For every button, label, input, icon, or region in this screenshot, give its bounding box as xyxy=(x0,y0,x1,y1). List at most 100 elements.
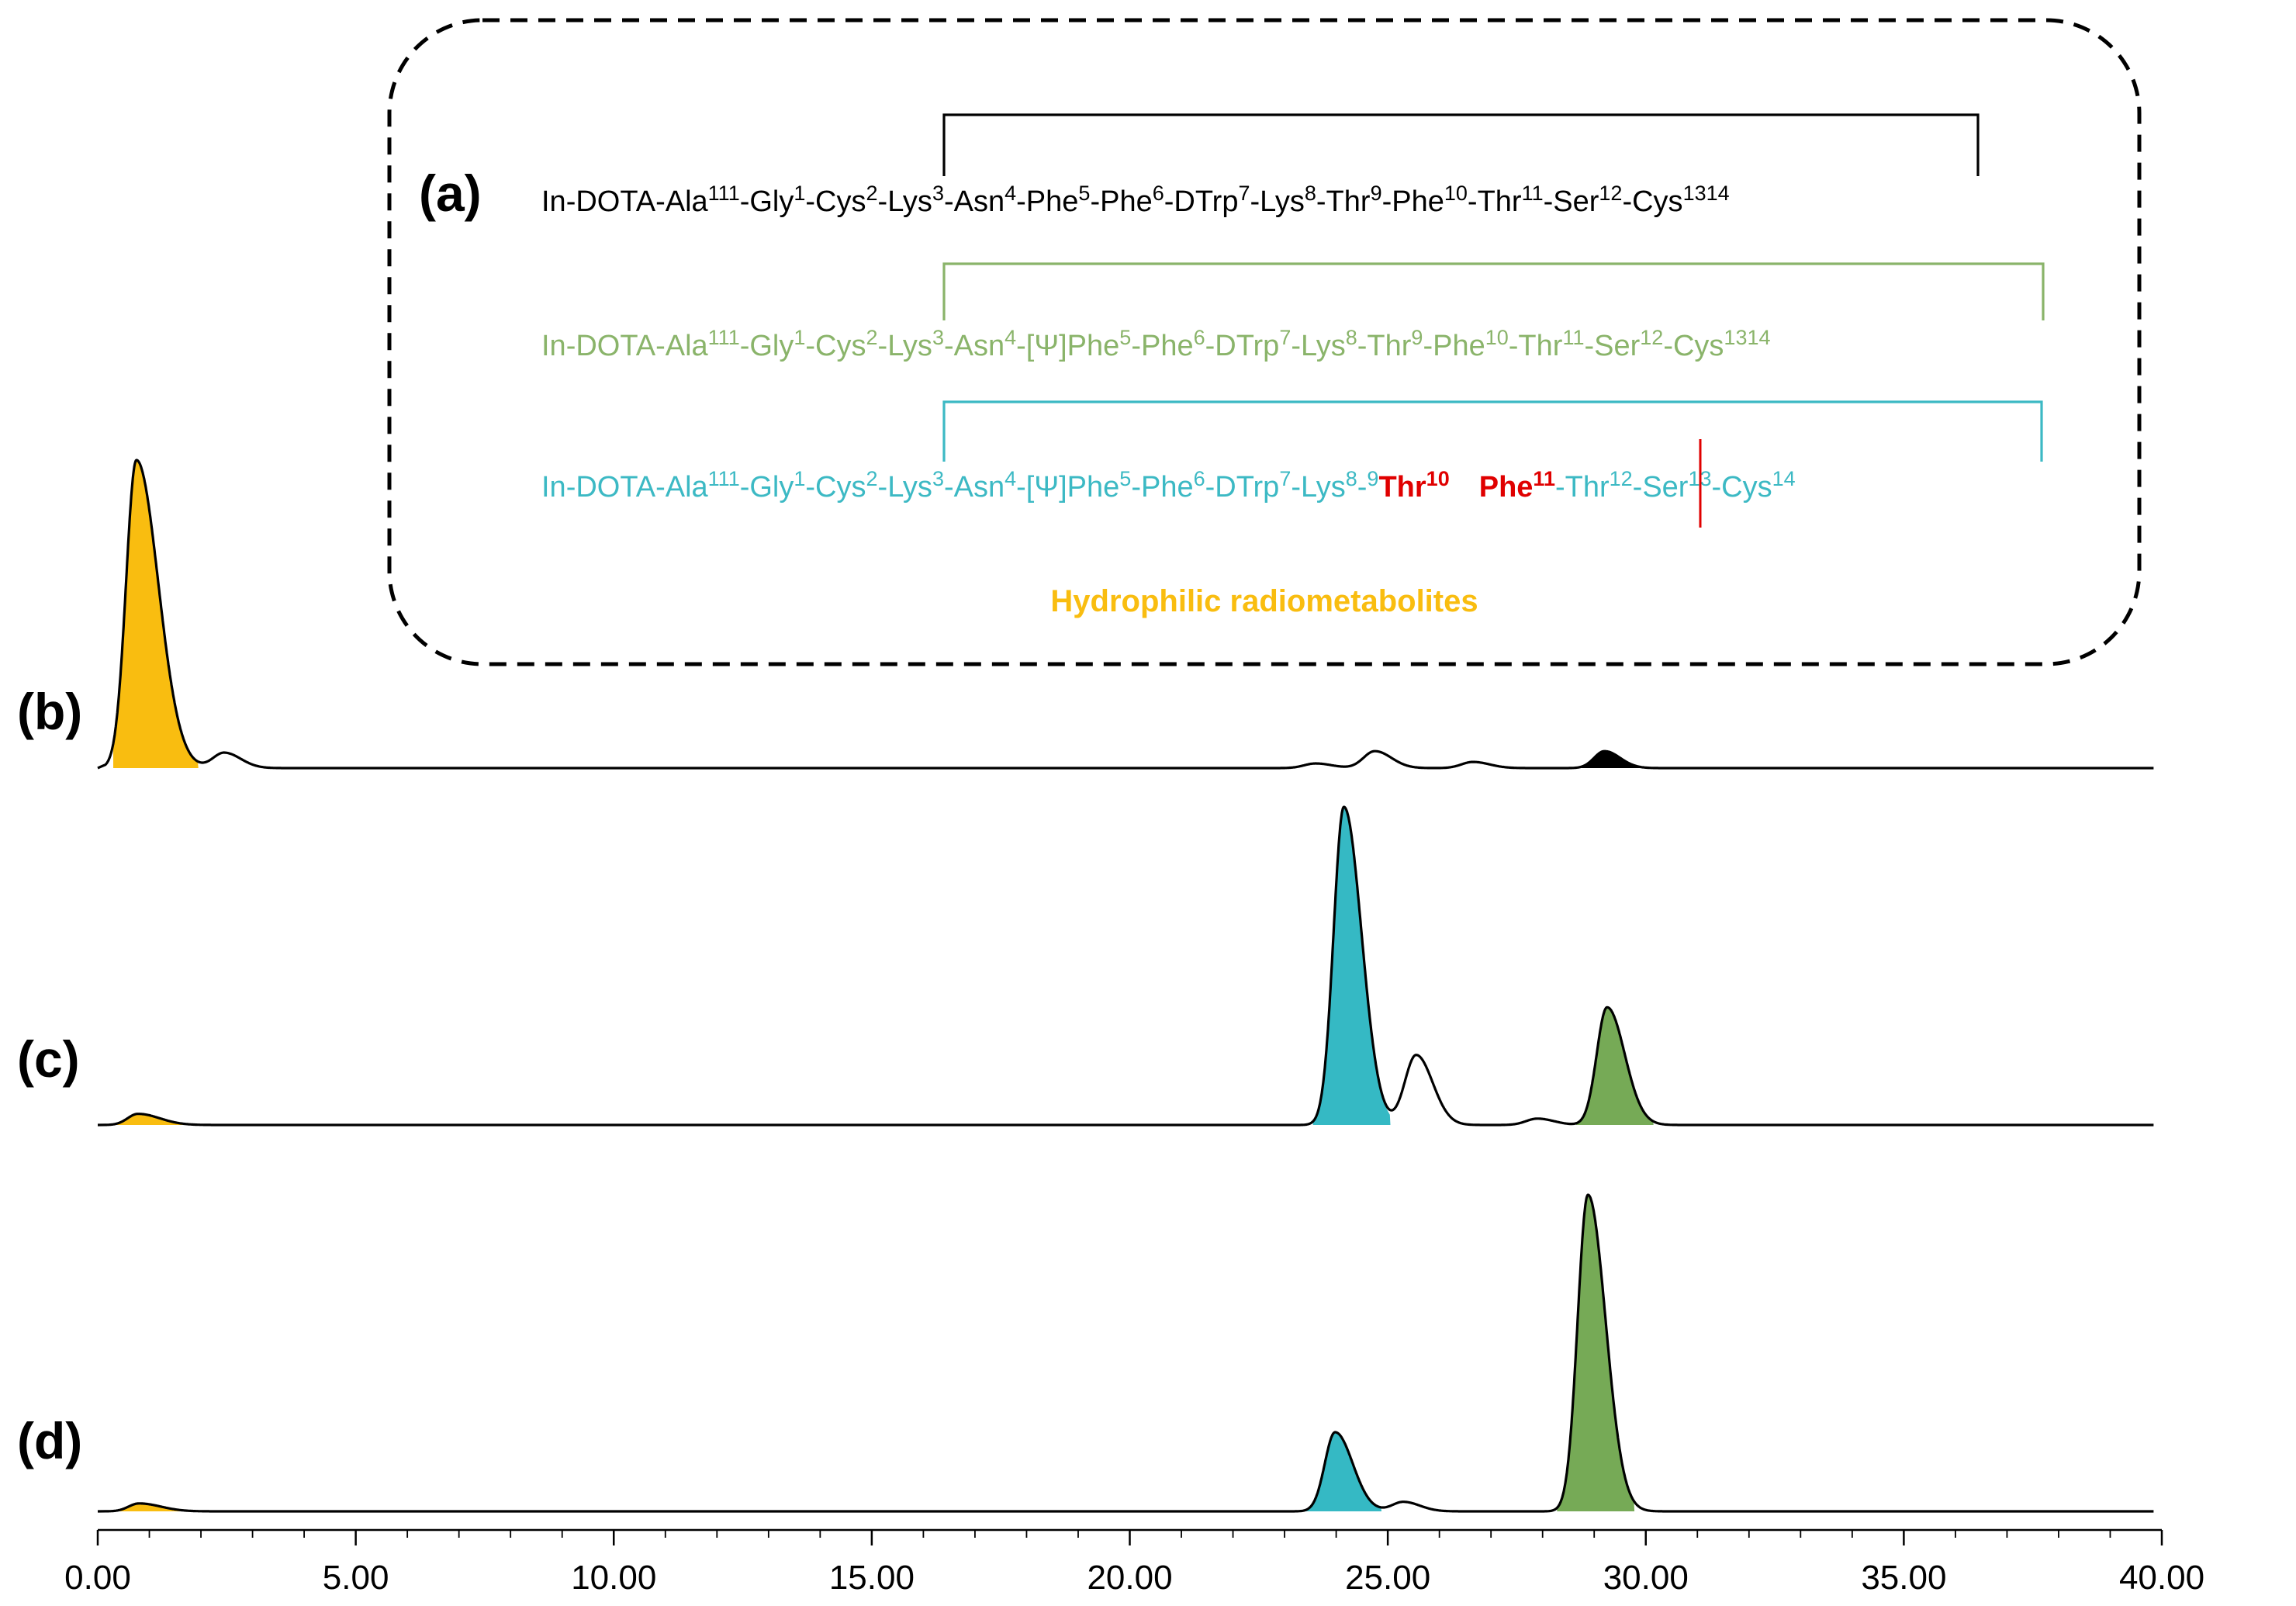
legend-box xyxy=(387,18,2142,666)
seq-superscript: 4 xyxy=(1004,467,1016,490)
chromatogram-traces: (b) (c) (d) xyxy=(17,459,2155,1513)
seq-residue: -Gly xyxy=(740,330,794,362)
peak-fill-cyan-1 xyxy=(1312,807,1391,1125)
trace-line xyxy=(97,1193,2155,1513)
seq-residue: -Cys xyxy=(1622,185,1682,218)
x-tick-label: 20.00 xyxy=(1087,1559,1172,1597)
x-tick-label: 30.00 xyxy=(1603,1559,1689,1597)
peak-fill-green-3 xyxy=(1557,1195,1635,1511)
seq-residue: -Lys xyxy=(878,330,932,362)
seq-residue: -Phe xyxy=(1382,185,1444,218)
seq-residue: In-DOTA-Ala xyxy=(541,330,709,362)
disulfide-bracket xyxy=(942,262,2045,320)
seq-superscript: 2 xyxy=(866,182,878,205)
seq-residue: - xyxy=(1357,471,1368,504)
seq-superscript: 10 xyxy=(1426,467,1450,490)
metabolite-label: Hydrophilic radiometabolites xyxy=(1050,584,1478,618)
seq-residue: -Ser xyxy=(1544,185,1599,218)
seq-superscript: 111 xyxy=(708,182,740,205)
x-tick-label: 35.00 xyxy=(1861,1559,1946,1597)
seq-residue: -Thr xyxy=(1509,330,1563,362)
seq-residue: Phe xyxy=(1479,471,1534,504)
seq-superscript: 14 xyxy=(1772,467,1796,490)
seq-residue: -Asn xyxy=(944,471,1004,504)
peak-fill-metabolite-0 xyxy=(113,460,199,768)
seq-residue: -Lys xyxy=(1291,471,1345,504)
seq-residue: -DTrp xyxy=(1164,185,1239,218)
seq-residue: -Lys xyxy=(1250,185,1304,218)
seq-residue: -Gly xyxy=(740,471,794,504)
seq-superscript: 12 xyxy=(1599,182,1622,205)
seq-superscript: 111 xyxy=(708,326,740,349)
seq-superscript: 11 xyxy=(1522,182,1544,205)
seq-residue: -Phe xyxy=(1131,330,1193,362)
peak-fill-green-4 xyxy=(1575,1007,1654,1125)
seq-superscript: 4 xyxy=(1004,182,1016,205)
seq-superscript: 7 xyxy=(1279,326,1291,349)
seq-residue: -Phe xyxy=(1131,471,1193,504)
trace-c: (c) xyxy=(17,805,2155,1127)
x-tick-label: 15.00 xyxy=(829,1559,915,1597)
disulfide-bracket xyxy=(942,400,2043,462)
seq-superscript: 5 xyxy=(1119,467,1131,490)
seq-superscript: 9 xyxy=(1371,182,1382,205)
seq-superscript: 8 xyxy=(1346,326,1357,349)
seq-superscript: 14 xyxy=(1706,182,1730,205)
seq-residue: -DTrp xyxy=(1205,330,1280,362)
seq-residue: Thr xyxy=(1378,471,1426,504)
seq-residue: -Cys xyxy=(805,185,866,218)
seq-residue: -Asn xyxy=(944,185,1004,218)
trace-line xyxy=(97,805,2155,1127)
sequence-legend: (a)In-DOTA-Ala111​-Gly1​-Cys2​-Lys3​-Asn… xyxy=(387,18,2142,666)
seq-residue: -Thr xyxy=(1468,185,1522,218)
seq-superscript: 4 xyxy=(1004,326,1016,349)
x-tick-label: 10.00 xyxy=(571,1559,656,1597)
seq-superscript: 9 xyxy=(1367,467,1378,490)
seq-superscript: 3 xyxy=(932,467,944,490)
peak-fill-cyan-1 xyxy=(1304,1432,1382,1511)
seq-superscript: 7 xyxy=(1279,467,1291,490)
seq-superscript: 9 xyxy=(1411,326,1423,349)
seq-superscript: 6 xyxy=(1194,326,1205,349)
x-tick-label: 5.00 xyxy=(323,1559,389,1597)
seq-residue: In-DOTA-Ala xyxy=(541,185,709,218)
seq-superscript: 11 xyxy=(1533,467,1555,490)
seq-residue: -Cys xyxy=(1712,471,1772,504)
seq-residue: -Cys xyxy=(1663,330,1724,362)
seq-superscript: 6 xyxy=(1153,182,1164,205)
panel-label: (d) xyxy=(17,1412,82,1469)
seq-residue: -Ser xyxy=(1633,471,1689,504)
peak-fill-metabolite-0 xyxy=(115,1113,200,1125)
seq-superscript: 3 xyxy=(932,182,944,205)
panel-label: (b) xyxy=(17,683,82,740)
seq-residue: -Phe xyxy=(1423,330,1485,362)
seq-residue: In-DOTA-Ala xyxy=(541,471,709,504)
x-tick-label: 0.00 xyxy=(64,1559,131,1597)
seq-superscript: 2 xyxy=(866,326,878,349)
seq-residue: -Thr xyxy=(1555,471,1610,504)
seq-residue: -Lys xyxy=(878,185,932,218)
seq-residue: -Phe xyxy=(1090,185,1152,218)
seq-superscript: 1 xyxy=(794,182,805,205)
peak-fill-metabolite-0 xyxy=(116,1503,202,1511)
seq-superscript: 13 xyxy=(1683,182,1706,205)
seq-superscript: 13 xyxy=(1724,326,1747,349)
sequence-green: In-DOTA-Ala111​-Gly1​-Cys2​-Lys3​-Asn4​-… xyxy=(541,326,1771,362)
seq-residue: -DTrp xyxy=(1205,471,1280,504)
seq-residue: -[Ψ]Phe xyxy=(1016,330,1119,362)
x-axis: 0.00 5.00 10.00 15.00 20.00 25.00 30.00 35.00 40… xyxy=(64,1528,2204,1597)
seq-superscript: 1 xyxy=(794,467,805,490)
seq-superscript: 8 xyxy=(1305,182,1316,205)
seq-superscript: 11 xyxy=(1562,326,1584,349)
sequence-cyan: In-DOTA-Ala111​-Gly1​-Cys2​-Lys3​-Asn4​-… xyxy=(541,467,1796,504)
seq-superscript: 3 xyxy=(932,326,944,349)
seq-residue: -Phe xyxy=(1016,185,1078,218)
seq-superscript: 10 xyxy=(1485,326,1509,349)
sequence-black: In-DOTA-Ala111​-Gly1​-Cys2​-Lys3​-Asn4​-… xyxy=(541,182,1730,218)
trace-d: (d) xyxy=(17,1193,2155,1513)
seq-residue: -Cys xyxy=(805,330,866,362)
seq-superscript: 10 xyxy=(1444,182,1468,205)
seq-residue: -Lys xyxy=(878,471,932,504)
trace-line xyxy=(97,459,2155,770)
